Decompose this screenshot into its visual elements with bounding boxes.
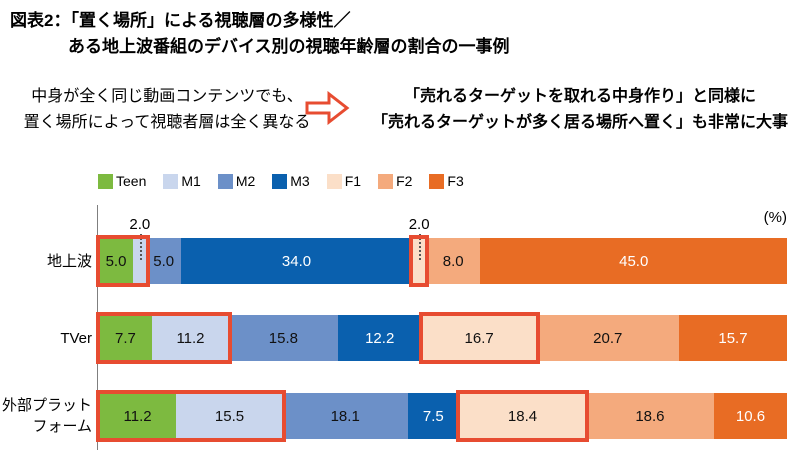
unit-label: (%)	[763, 209, 787, 226]
legend-label: M2	[235, 173, 256, 189]
callout-leader-line	[419, 234, 422, 260]
bar-row: 5.0 5.0 34.0 8.0 45.0	[96, 235, 787, 287]
intro-right-line2: 「売れるターゲットが多く居る場所へ置く」も非常に大事	[371, 114, 788, 131]
bar-segment-m3: 34.0	[180, 238, 413, 284]
bar-segment-teen: 11.2	[99, 393, 177, 439]
figure-title: 図表2：「置く場所」による視聴層の多様性／ ある地上波番組のデバイス別の視聴年齢…	[10, 8, 510, 60]
segment-value-label: 20.7	[593, 329, 623, 347]
bar-segment-teen: 5.0	[99, 238, 134, 284]
legend-item-f1: F1	[326, 173, 362, 189]
intro-left-line2: 置く場所によって視聴者層は全く異なる	[23, 114, 311, 131]
plot-area: (%) 地上波 5.0 5.0 34.0 8.0 45.0 TVer 7.7 11.2 15.8 1…	[0, 205, 800, 452]
legend-swatch	[326, 173, 342, 189]
bar-segment-m1: 15.5	[176, 393, 283, 439]
legend-swatch	[429, 173, 445, 189]
intro-left-text: 中身が全く同じ動画コンテンツでも、 置く場所によって視聴者層は全く異なる	[6, 84, 328, 136]
legend-item-m3: M3	[272, 173, 310, 189]
bar-segment-f1	[412, 238, 426, 284]
segment-value-label: 15.5	[214, 407, 245, 425]
bar-segment-m3: 7.5	[407, 393, 460, 439]
category-label-line: 外部プラット	[1, 397, 92, 414]
bar-segment-m1: 11.2	[151, 315, 230, 361]
highlight-box	[418, 312, 540, 364]
bar-segment-m2: 5.0	[146, 238, 181, 284]
segment-value-label: 18.4	[507, 407, 538, 425]
segment-value-label: 45.0	[619, 252, 649, 270]
highlight-box	[456, 390, 589, 442]
bar-row: 7.7 11.2 15.8 12.2 16.7 20.7 15.7	[96, 312, 787, 364]
legend-item-teen: Teen	[98, 173, 146, 189]
legend-label: M1	[181, 173, 201, 189]
segment-value-label: 15.8	[268, 329, 298, 347]
legend-label: F3	[447, 173, 464, 189]
category-label-line: フォーム	[32, 418, 92, 435]
intro-left-line1: 中身が全く同じ動画コンテンツでも、	[31, 88, 303, 105]
legend-item-f2: F2	[378, 173, 412, 189]
legend-swatch	[272, 173, 288, 189]
highlight-box	[96, 235, 150, 287]
legend-label: F1	[344, 173, 362, 189]
segment-value-label: 5.0	[153, 252, 175, 270]
segment-value-label: 16.7	[464, 329, 494, 347]
callout-value-label: 2.0	[129, 216, 151, 233]
bar-segment-f2: 20.7	[536, 315, 679, 361]
highlight-box	[96, 312, 233, 364]
segment-value-label: 10.6	[735, 407, 766, 425]
segment-value-label: 34.0	[281, 252, 312, 270]
segment-value-label: 12.2	[365, 329, 395, 347]
legend-item-m2: M2	[217, 173, 256, 189]
bar-segment-f2: 8.0	[425, 238, 481, 284]
legend-swatch	[163, 173, 179, 189]
legend-item-f3: F3	[429, 173, 464, 189]
legend-item-m1: M1	[163, 173, 201, 189]
intro-right-line1: 「売れるターゲットを取れる中身作り」と同様に	[403, 88, 756, 105]
segment-value-label: 8.0	[442, 252, 464, 270]
segment-value-label: 18.1	[330, 407, 360, 425]
chart-legend: Teen M1 M2 M3 F1 F2 F3	[98, 173, 464, 189]
bar-segment-f3: 10.6	[713, 393, 787, 439]
category-label: 外部プラットフォーム	[0, 395, 92, 437]
bar-segment-m3: 12.2	[337, 315, 422, 361]
bar-segment-m2: 15.8	[229, 315, 338, 361]
bar-segment-f1: 16.7	[421, 315, 537, 361]
intro-right-text: 「売れるターゲットを取れる中身作り」と同様に 「売れるターゲットが多く居る場所へ…	[364, 84, 796, 136]
bar-segment-m2: 18.1	[282, 393, 408, 439]
legend-swatch	[217, 173, 233, 189]
category-label-line: 地上波	[46, 252, 92, 270]
segment-value-label: 18.6	[635, 407, 665, 425]
bar-segment-f2: 18.6	[585, 393, 714, 439]
bar-segment-teen: 7.7	[99, 315, 152, 361]
bar-row: 11.2 15.5 18.1 7.5 18.4 18.6 10.6	[96, 390, 787, 442]
category-label: 地上波	[0, 251, 92, 272]
callout-leader-line	[139, 234, 142, 260]
legend-label: F2	[396, 173, 413, 189]
bar-segment-f1: 18.4	[459, 393, 586, 439]
figure-title-line1: 図表2：「置く場所」による視聴層の多様性／	[10, 11, 351, 30]
block-right-arrow-icon	[304, 90, 350, 126]
category-label: TVer	[0, 328, 92, 349]
segment-value-label: 7.7	[115, 329, 136, 347]
segment-value-label: 11.2	[176, 329, 205, 347]
legend-swatch	[98, 173, 113, 189]
bar-segment-m1	[133, 238, 147, 284]
legend-swatch	[378, 173, 394, 189]
segment-value-label: 11.2	[123, 407, 152, 425]
segment-value-label: 15.7	[718, 329, 748, 347]
segment-value-label: 7.5	[422, 407, 444, 425]
bar-segment-f3: 15.7	[678, 315, 787, 361]
callout-value-label: 2.0	[408, 216, 430, 233]
highlight-box	[96, 390, 286, 442]
legend-label: Teen	[116, 173, 147, 189]
bar-segment-f3: 45.0	[480, 238, 787, 284]
legend-label: M3	[290, 173, 310, 189]
highlight-box	[409, 235, 429, 287]
segment-value-label: 5.0	[105, 252, 127, 270]
figure-title-line2: ある地上波番組のデバイス別の視聴年齢層の割合の一事例	[68, 37, 510, 56]
category-label-line: TVer	[60, 329, 92, 347]
